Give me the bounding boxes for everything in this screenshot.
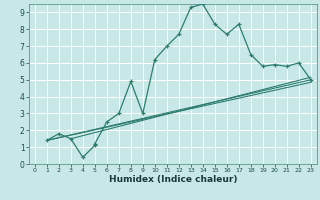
X-axis label: Humidex (Indice chaleur): Humidex (Indice chaleur) xyxy=(108,175,237,184)
